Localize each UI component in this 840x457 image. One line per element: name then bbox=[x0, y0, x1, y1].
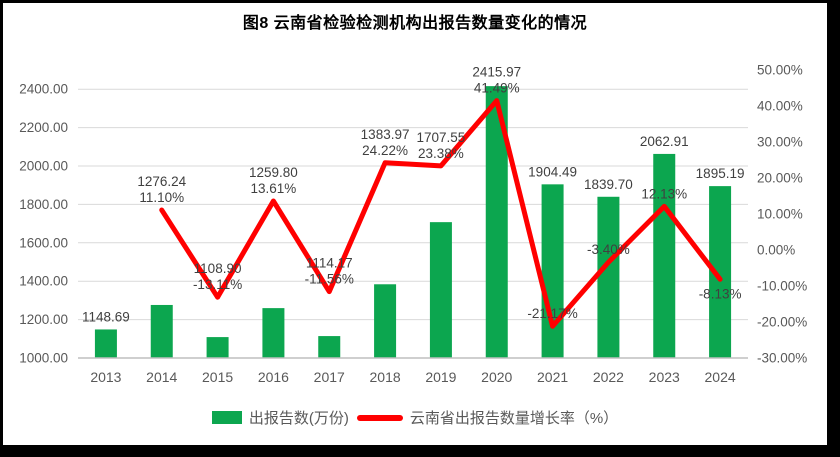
growth-rate-line bbox=[159, 98, 723, 329]
bar-2013 bbox=[94, 329, 117, 358]
bar-data-label: 1259.80 bbox=[249, 165, 298, 180]
x-axis-label: 2013 bbox=[90, 369, 121, 385]
bar-2021 bbox=[541, 184, 564, 358]
x-axis-label: 2023 bbox=[649, 369, 680, 385]
legend-bar-label: 出报告数(万份) bbox=[248, 410, 349, 427]
bar-2019 bbox=[429, 222, 452, 358]
left-axis-tick-label: 1200.00 bbox=[19, 312, 68, 327]
right-axis-tick-label: 30.00% bbox=[757, 135, 803, 150]
line-data-label: 12.13% bbox=[641, 186, 687, 201]
x-axis-label: 2020 bbox=[481, 369, 512, 385]
right-axis-tick-label: 50.00% bbox=[757, 63, 803, 78]
x-axis-label: 2016 bbox=[258, 369, 289, 385]
line-series-swatch bbox=[356, 414, 403, 421]
bar-data-label: 2062.91 bbox=[640, 134, 689, 149]
x-axis-label: 2014 bbox=[146, 369, 177, 385]
right-axis-tick-label: 0.00% bbox=[757, 243, 795, 258]
line-data-label: 11.10% bbox=[139, 190, 184, 205]
bar-data-label: 1904.49 bbox=[528, 164, 577, 179]
bar-data-label: 1148.69 bbox=[82, 309, 130, 324]
right-axis-tick-label: -10.00% bbox=[757, 279, 807, 294]
chart-plot-area: 1000.00 1200.00 1400.00 1600.00 1800.00 2000.… bbox=[19, 63, 807, 386]
line-data-label: -3.40% bbox=[587, 242, 630, 257]
right-axis-tick-label: 10.00% bbox=[757, 207, 803, 222]
legend-item-line-series: 云南省出报告数量增长率（%） bbox=[356, 407, 619, 428]
line-data-label: 41.49% bbox=[474, 81, 520, 96]
bar-2020 bbox=[485, 86, 508, 358]
bar-data-label: 1276.24 bbox=[137, 174, 186, 189]
line-data-label: -21.17% bbox=[527, 306, 577, 321]
right-axis-tick-label: -30.00% bbox=[757, 351, 807, 366]
bar-2015 bbox=[206, 337, 229, 358]
line-data-label: -8.13% bbox=[699, 286, 742, 301]
bar-2024 bbox=[709, 186, 732, 358]
line-data-label: 13.61% bbox=[251, 181, 297, 196]
x-axis-label: 2019 bbox=[425, 369, 456, 385]
line-data-label: -13.11% bbox=[193, 277, 242, 292]
line-data-label: -11.56% bbox=[305, 272, 354, 287]
bar-data-label: 1707.55 bbox=[417, 130, 466, 145]
x-axis-label: 2024 bbox=[705, 369, 736, 385]
bar-data-label: 1108.90 bbox=[194, 261, 242, 276]
x-axis-label: 2017 bbox=[314, 369, 345, 385]
bar-2022 bbox=[597, 196, 620, 358]
bar-data-label: 1383.97 bbox=[361, 127, 410, 142]
x-axis-label: 2015 bbox=[202, 369, 233, 385]
bar-data-label: 1114.17 bbox=[306, 256, 353, 271]
left-axis-tick-label: 1800.00 bbox=[19, 197, 68, 212]
x-axis-label: 2021 bbox=[537, 369, 568, 385]
left-axis-tick-label: 1400.00 bbox=[19, 274, 68, 289]
legend-item-bar-series: 出报告数(万份) bbox=[211, 407, 349, 428]
left-axis-tick-label: 2400.00 bbox=[19, 82, 68, 97]
bar-2023 bbox=[653, 153, 676, 358]
right-axis-tick-label: 40.00% bbox=[757, 99, 803, 114]
left-axis-tick-label: 1000.00 bbox=[19, 351, 68, 366]
bar-series-swatch bbox=[211, 411, 242, 424]
left-axis-tick-label: 2200.00 bbox=[19, 120, 68, 135]
bar-2014 bbox=[150, 304, 173, 358]
right-axis-tick-label: 20.00% bbox=[757, 171, 803, 186]
chart-legend: 出报告数(万份) 云南省出报告数量增长率（%） bbox=[3, 407, 827, 428]
bar-data-label: 1839.70 bbox=[584, 177, 633, 192]
x-axis-label: 2022 bbox=[593, 369, 624, 385]
left-axis-tick-label: 1600.00 bbox=[19, 235, 68, 250]
x-axis-label: 2018 bbox=[370, 369, 401, 385]
left-axis-tick-label: 2000.00 bbox=[19, 159, 68, 174]
chart-title: 图8 云南省检验检测机构出报告数量变化的情况 bbox=[242, 15, 588, 32]
legend-line-label: 云南省出报告数量增长率（%） bbox=[409, 410, 619, 427]
bar-2018 bbox=[374, 284, 397, 358]
right-axis-tick-label: -20.00% bbox=[757, 315, 807, 330]
line-data-label: 23.38% bbox=[418, 146, 464, 161]
bar-2017 bbox=[318, 336, 341, 358]
bar-2016 bbox=[262, 308, 285, 358]
bar-data-label: 2415.97 bbox=[472, 65, 521, 80]
line-data-label: 24.22% bbox=[362, 143, 408, 158]
bar-data-label: 1895.19 bbox=[696, 166, 745, 181]
